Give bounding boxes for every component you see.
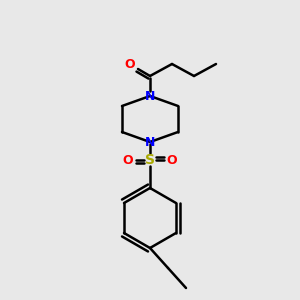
- Text: N: N: [145, 89, 155, 103]
- Text: N: N: [145, 136, 155, 148]
- Text: O: O: [123, 154, 133, 166]
- Text: O: O: [125, 58, 135, 70]
- Text: S: S: [145, 153, 155, 167]
- Text: O: O: [167, 154, 177, 166]
